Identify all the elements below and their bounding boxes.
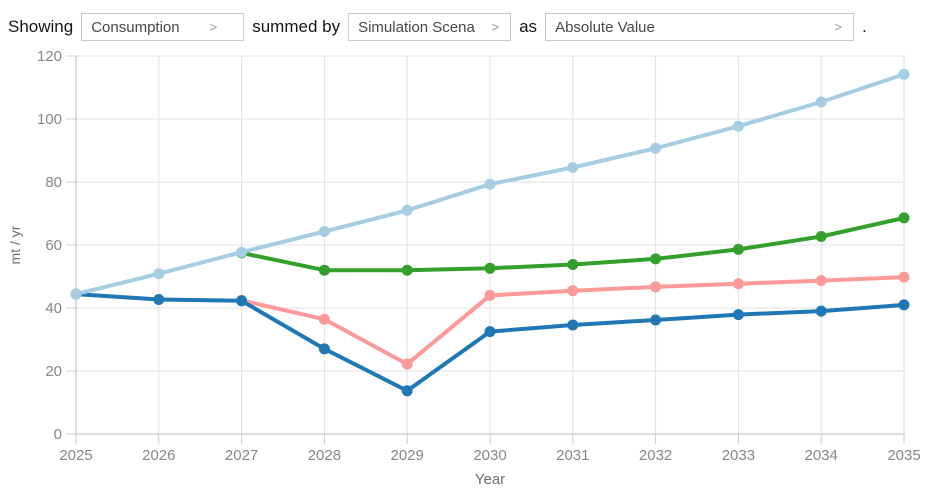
x-tick-label: 2031 [556,447,589,464]
y-axis-title: mt / yr [7,225,23,264]
y-tick-label: 60 [45,237,62,254]
point-green-2031[interactable] [567,259,579,270]
point-dark-blue-2029[interactable] [401,385,413,397]
point-dark-blue-2026[interactable] [153,294,165,305]
point-dark-blue-2028[interactable] [318,343,330,355]
metric-select[interactable]: Consumption > [81,13,245,41]
metric-select-value: Consumption [91,18,180,36]
chevron-right-icon: > [834,19,843,35]
x-tick-label: 2035 [887,447,920,464]
summed-by-label: summed by [252,17,341,36]
point-light-blue-2025[interactable] [70,288,82,300]
display-mode-select[interactable]: Absolute Value > [545,13,855,41]
point-green-2028[interactable] [318,264,330,276]
point-dark-blue-2035[interactable] [898,299,910,311]
point-pink-2033[interactable] [732,278,744,290]
point-green-2035[interactable] [898,212,910,224]
point-light-blue-2032[interactable] [650,142,662,154]
point-pink-2035[interactable] [898,271,910,283]
point-green-2033[interactable] [732,243,744,255]
point-dark-blue-2030[interactable] [484,326,496,338]
display-mode-select-value: Absolute Value [555,18,655,36]
x-tick-label: 2032 [639,447,672,464]
point-pink-2034[interactable] [815,275,827,287]
showing-label: Showing [8,17,74,36]
point-light-blue-2028[interactable] [318,226,330,237]
x-tick-label: 2027 [225,447,258,464]
point-pink-2032[interactable] [650,281,662,293]
point-dark-blue-2033[interactable] [732,309,744,321]
point-light-blue-2026[interactable] [153,268,165,280]
x-tick-label: 2030 [473,447,506,464]
point-dark-blue-2027[interactable] [236,295,248,307]
point-pink-2031[interactable] [567,285,579,297]
chart-config-toolbar: Showing Consumption > summed by Simulati… [0,0,933,45]
point-pink-2030[interactable] [484,289,496,301]
x-tick-label: 2029 [391,447,424,464]
chevron-right-icon: > [209,19,218,35]
point-dark-blue-2031[interactable] [567,319,579,331]
point-green-2032[interactable] [650,253,662,265]
point-green-2030[interactable] [484,262,496,274]
x-tick-label: 2033 [722,447,755,464]
point-green-2034[interactable] [815,231,827,242]
line-chart-area: 0 20 40 60 80 100 120 2025 2026 2027 2028 2029 2030 2… [0,45,933,497]
grouping-select-value: Simulation Scena [358,18,475,36]
point-dark-blue-2032[interactable] [650,314,662,326]
x-axis-title: Year [475,471,505,488]
line-chart: 0 20 40 60 80 100 120 2025 2026 2027 2028 2029 2030 2… [7,48,921,488]
y-tick-label: 120 [37,48,62,65]
y-tick-label: 0 [54,426,62,443]
x-tick-label: 2028 [308,447,341,464]
point-light-blue-2029[interactable] [401,204,413,216]
y-tick-label: 40 [45,300,62,317]
x-tick-label: 2026 [142,447,175,464]
x-tick-label: 2034 [805,447,838,464]
y-tick-label: 20 [45,363,62,380]
point-pink-2028[interactable] [318,313,330,325]
point-light-blue-2030[interactable] [484,178,496,190]
point-light-blue-2027[interactable] [236,246,248,258]
as-label: as [519,17,538,36]
sentence-period: . [862,17,867,36]
x-tick-label: 2025 [59,447,92,464]
chevron-right-icon: > [491,19,500,35]
point-light-blue-2034[interactable] [815,96,827,108]
point-green-2029[interactable] [401,264,413,276]
grouping-select[interactable]: Simulation Scena > [348,13,512,41]
point-light-blue-2031[interactable] [567,162,579,173]
point-light-blue-2033[interactable] [732,120,744,132]
point-dark-blue-2034[interactable] [815,305,827,317]
point-pink-2029[interactable] [401,358,413,370]
y-tick-label: 100 [37,111,62,128]
point-light-blue-2035[interactable] [898,68,910,80]
y-tick-label: 80 [45,174,62,191]
